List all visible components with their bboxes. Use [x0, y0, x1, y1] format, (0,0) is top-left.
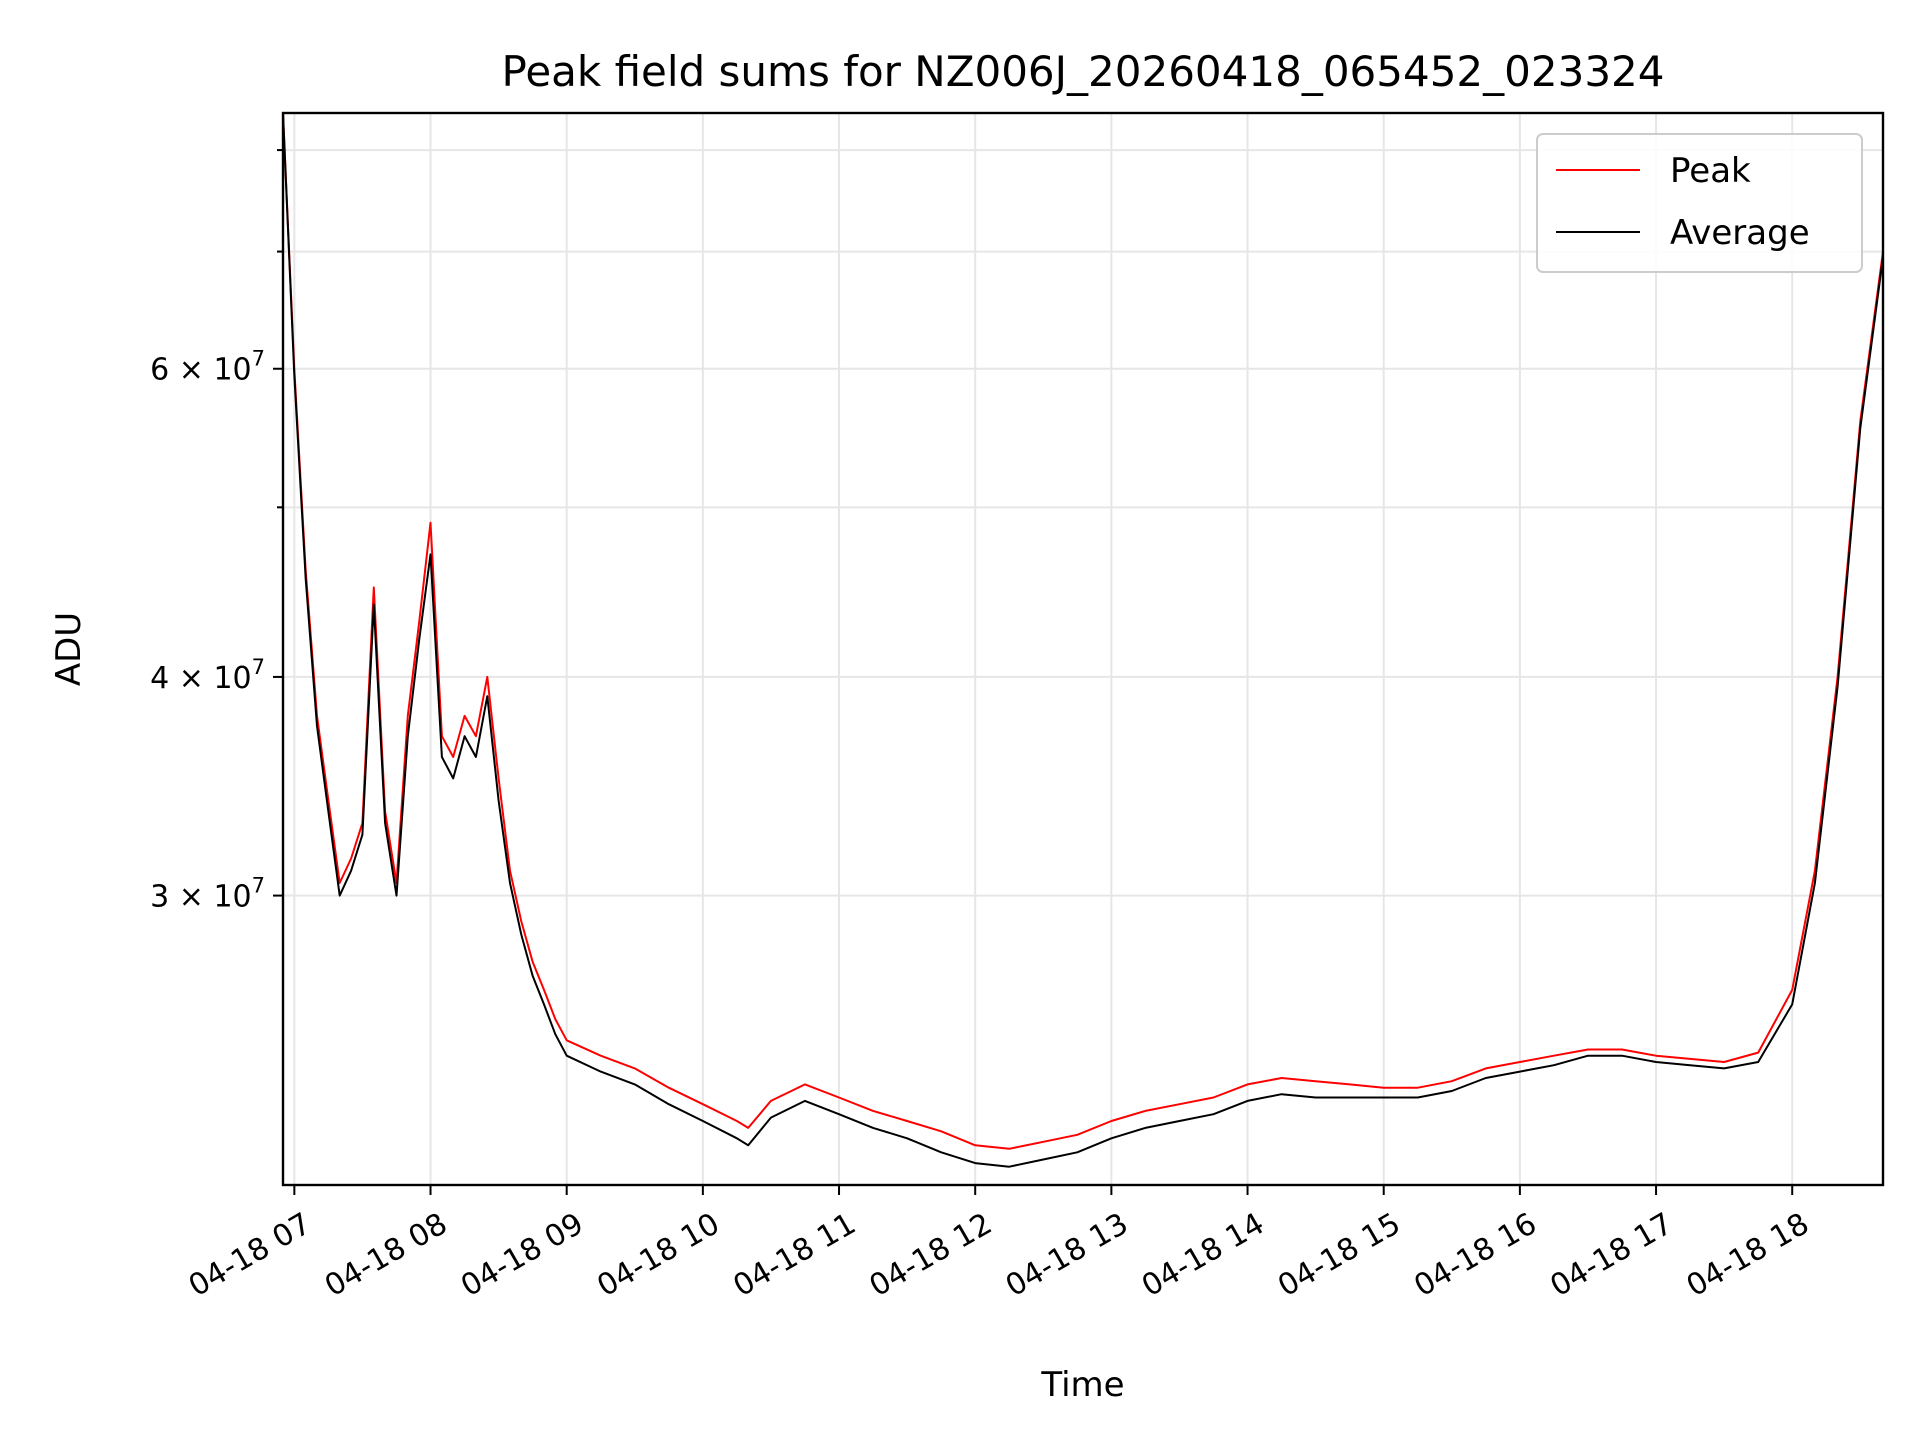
x-tick-label: 04-18 11 [728, 1206, 862, 1304]
y-tick-label: 6 × 107 [150, 347, 265, 388]
y-tick-label: 3 × 107 [150, 874, 265, 915]
y-tick-times: × 10 [169, 880, 251, 915]
legend-box [1536, 133, 1863, 273]
y-tick-mantissa: 4 [150, 661, 169, 696]
y-tick-exponent: 7 [252, 655, 265, 679]
x-tick-label: 04-18 08 [319, 1206, 453, 1304]
y-tick-times: × 10 [169, 661, 251, 696]
series-line-average [283, 113, 1883, 1168]
x-tick-label: 04-18 13 [1000, 1206, 1134, 1304]
series-line-peak [283, 113, 1883, 1150]
x-tick-label: 04-18 17 [1545, 1206, 1679, 1304]
y-tick-exponent: 7 [252, 347, 265, 371]
x-axis: 04-18 07 04-18 08 04-18 09 04-18 10 04-18 11… [183, 1185, 1815, 1304]
x-tick-label: 04-18 10 [591, 1206, 725, 1304]
legend-label-average: Average [1670, 213, 1810, 253]
x-tick-label: 04-18 09 [455, 1206, 589, 1304]
x-tick-label: 04-18 14 [1136, 1206, 1270, 1304]
y-tick-mantissa: 3 [150, 880, 169, 915]
x-tick-label: 04-18 16 [1408, 1206, 1542, 1304]
y-tick-label: 4 × 107 [150, 655, 265, 696]
y-axis-label: ADU [49, 612, 89, 686]
x-tick-label: 04-18 15 [1272, 1206, 1406, 1304]
legend: Peak Average [1536, 133, 1863, 273]
x-axis-label: Time [1040, 1365, 1124, 1405]
x-tick-label: 04-18 07 [183, 1206, 317, 1304]
x-tick-label: 04-18 18 [1681, 1206, 1815, 1304]
legend-label-peak: Peak [1670, 151, 1751, 191]
chart-title: Peak field sums for NZ006J_20260418_0654… [502, 47, 1665, 96]
y-tick-mantissa: 6 [150, 353, 169, 388]
y-tick-times: × 10 [169, 353, 251, 388]
plot-frame [281, 111, 1885, 1187]
x-tick-label: 04-18 12 [864, 1206, 998, 1304]
y-tick-exponent: 7 [252, 874, 265, 898]
grid [283, 113, 1883, 1185]
series-layer [283, 113, 1883, 1168]
